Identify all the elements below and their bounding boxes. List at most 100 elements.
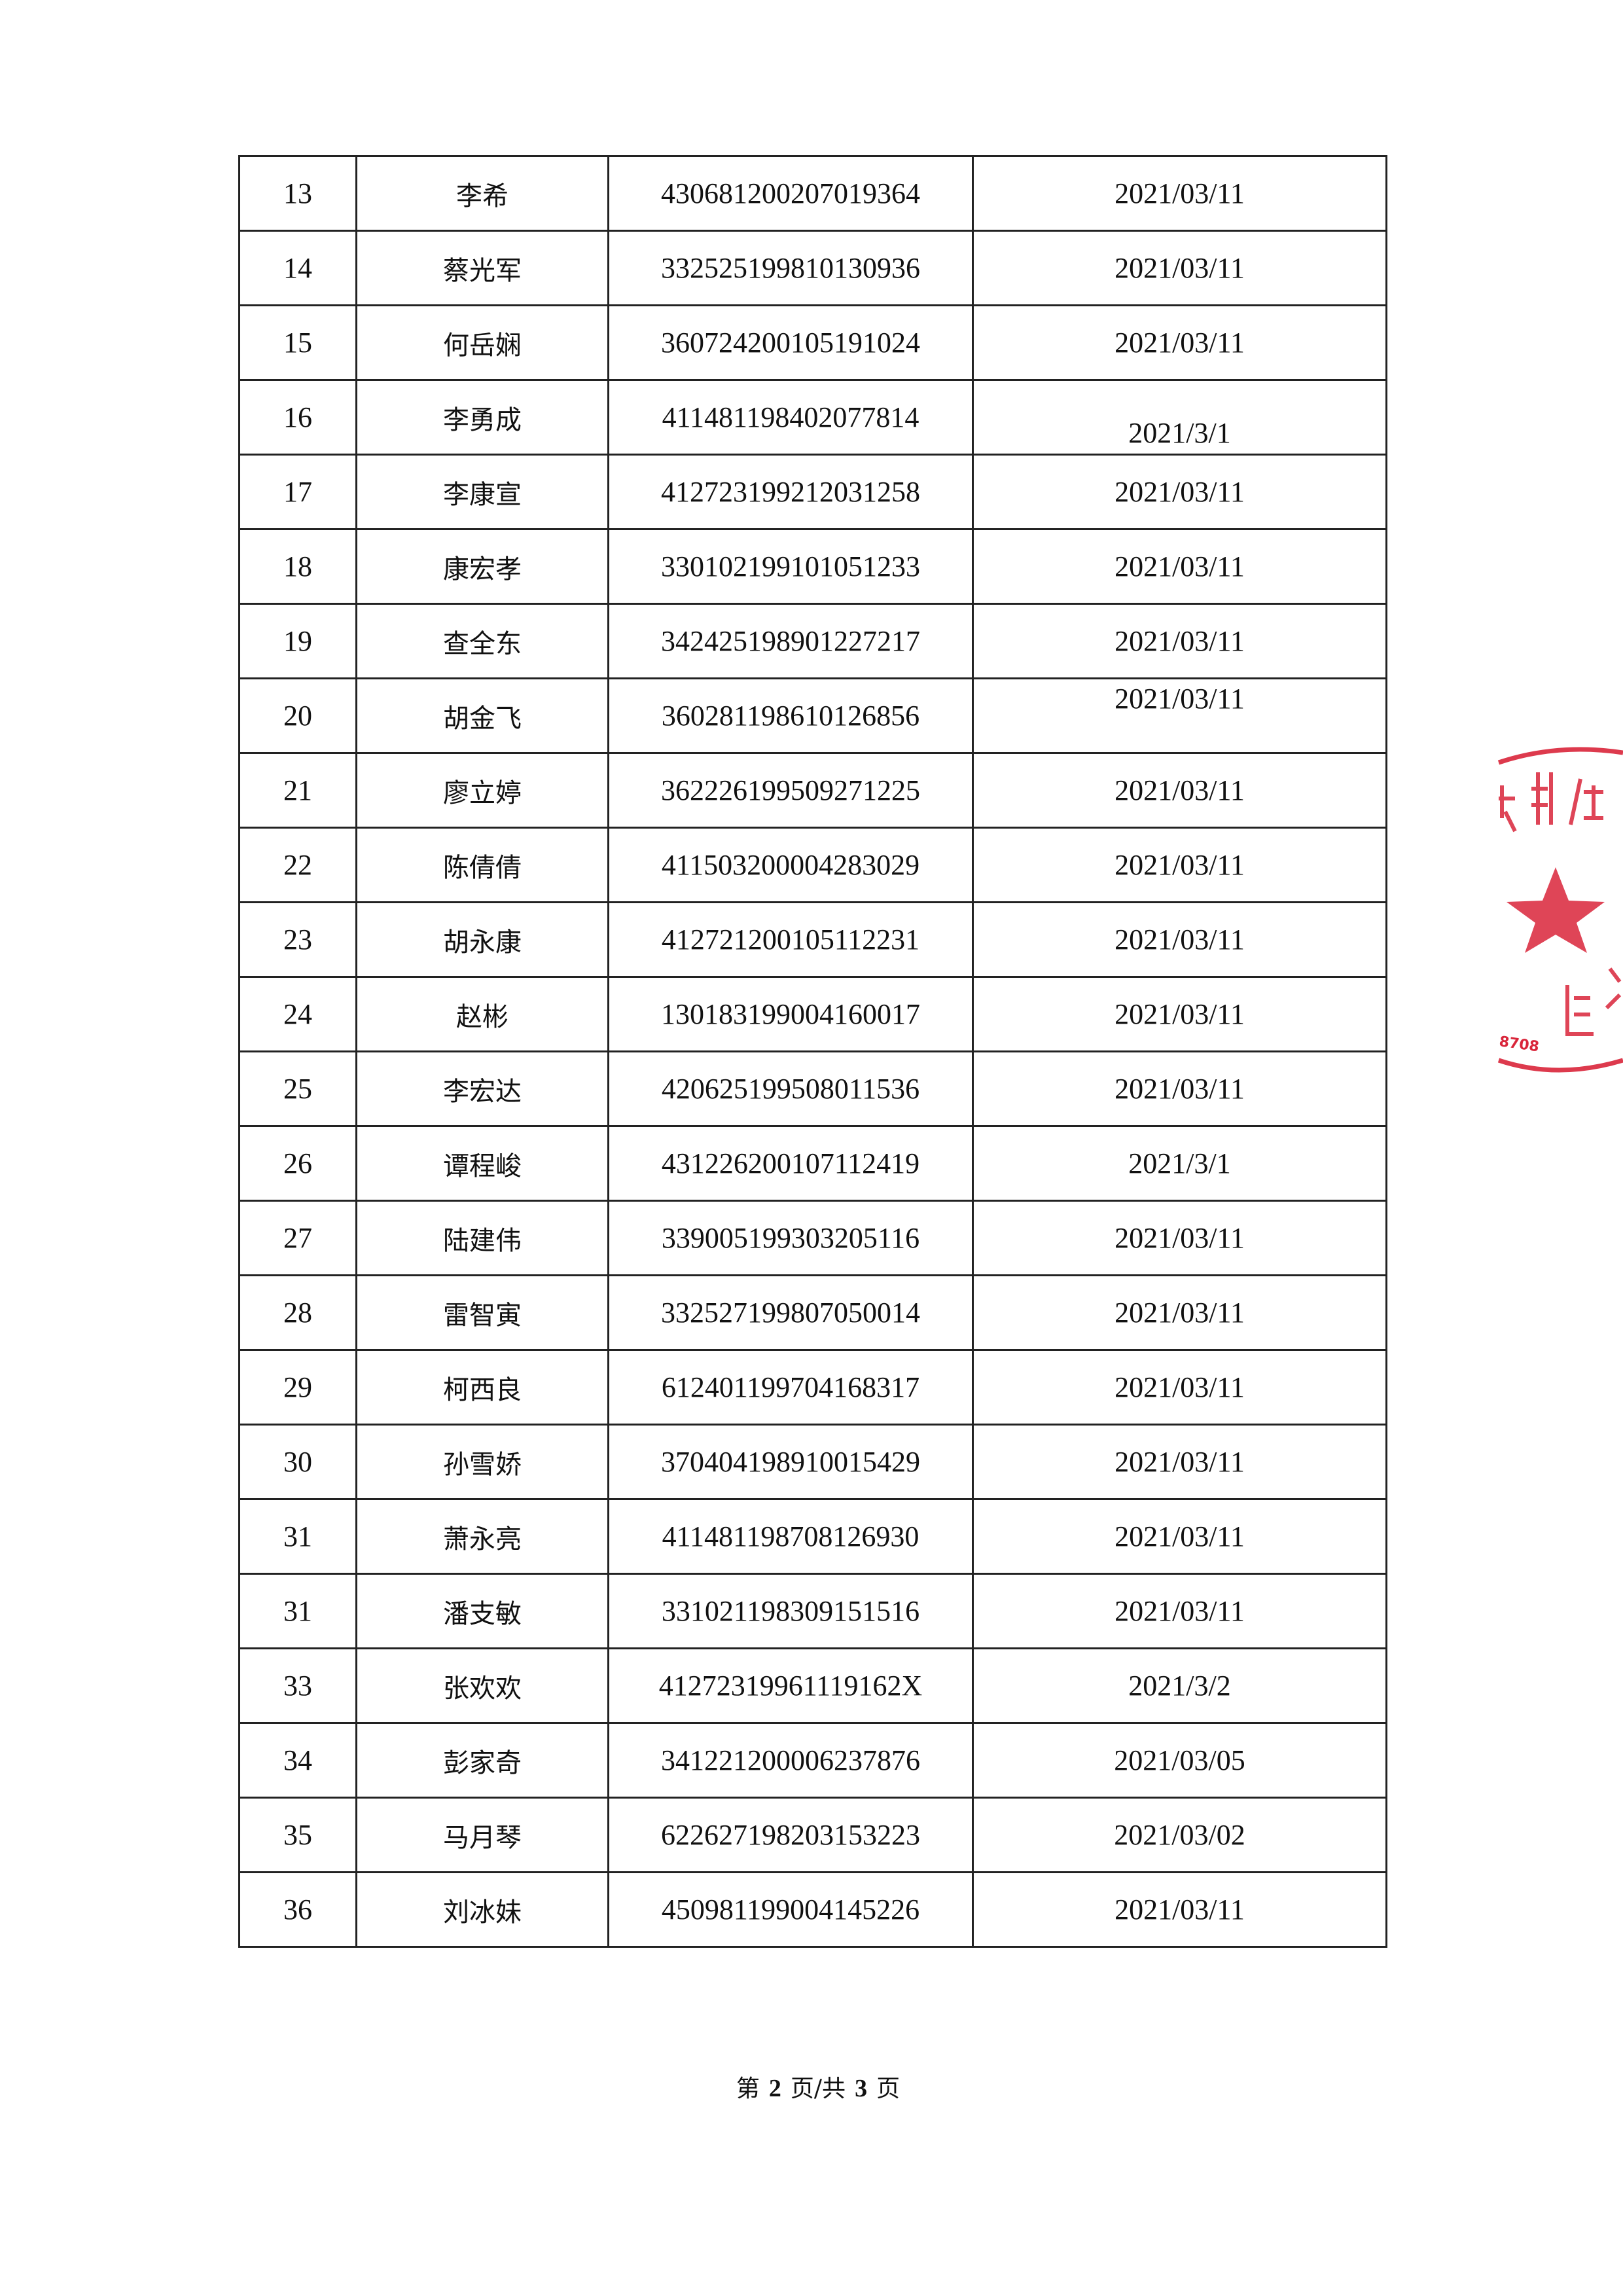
person-name-text: 陈倩倩 [443,852,522,883]
row-number-text: 22 [283,849,312,881]
person-name-text: 赵彬 [456,1001,508,1032]
person-name: 李宏达 [355,1050,609,1127]
date-cell: 2021/03/11 [972,155,1387,232]
person-name-text: 潘支敏 [443,1598,522,1629]
person-name: 李勇成 [355,379,609,456]
id-number: 412721200105112231 [607,901,974,978]
person-name: 查全东 [355,603,609,679]
star-icon [1507,867,1605,953]
row-number-text: 33 [283,1670,312,1702]
row-number: 30 [238,1424,357,1500]
person-name: 雷智寅 [355,1274,609,1351]
row-number: 35 [238,1797,357,1873]
person-name-text: 雷智寅 [443,1300,522,1331]
id-number-text: 412721200105112231 [661,924,920,956]
person-name-text: 刘冰妹 [443,1897,522,1928]
date-cell-text: 2021/03/11 [1115,327,1245,359]
date-cell: 2021/03/11 [972,1050,1387,1127]
row-number-text: 17 [283,476,312,508]
id-number-text: 370404198910015429 [661,1446,920,1478]
date-cell-text: 2021/03/11 [1115,177,1245,209]
row-number-text: 14 [283,252,312,284]
id-number-text: 412723199212031258 [661,476,920,508]
id-number: 420625199508011536 [607,1050,974,1127]
person-name-text: 蔡光军 [443,255,522,286]
id-number: 331021198309151516 [607,1573,974,1649]
id-number: 41272319961119162X [607,1647,974,1724]
person-name: 康宏孝 [355,528,609,605]
id-number-text: 41272319961119162X [658,1670,923,1702]
id-number: 342425198901227217 [607,603,974,679]
row-number-text: 18 [283,550,312,583]
date-cell: 2021/03/11 [972,1274,1387,1351]
person-name-text: 李宏达 [443,1076,522,1107]
table-row: 35 马月琴 622627198203153223 2021/03/02 [238,1797,1387,1873]
date-cell: 2021/03/11 [972,976,1387,1052]
date-cell: 2021/03/11 [972,1424,1387,1500]
date-cell-text: 2021/03/11 [1115,476,1245,508]
id-number-text: 360281198610126856 [661,700,920,732]
seal-text-glyphs [1499,772,1622,1036]
date-cell: 2021/3/1 [972,1125,1387,1202]
row-number-text: 13 [283,177,312,209]
date-cell-text: 2021/3/1 [1128,1147,1231,1179]
table-row: 20 胡金飞 360281198610126856 2021/03/11 [238,677,1387,754]
row-number-text: 15 [283,327,312,359]
person-name: 蔡光军 [355,230,609,306]
row-number-text: 20 [283,700,312,732]
person-name-text: 廖立婷 [443,778,522,808]
id-number-text: 362226199509271225 [661,774,920,806]
date-cell-text: 2021/03/11 [1115,683,1245,715]
id-number-text: 431226200107112419 [661,1147,920,1179]
person-name-text: 孙雪娇 [443,1449,522,1480]
table-row: 25 李宏达 420625199508011536 2021/03/11 [238,1050,1387,1127]
date-cell: 2021/03/11 [972,827,1387,903]
table-row: 23 胡永康 412721200105112231 2021/03/11 [238,901,1387,978]
person-name: 谭程峻 [355,1125,609,1202]
id-number-text: 341221200006237876 [661,1744,920,1776]
row-number-text: 31 [283,1595,312,1627]
person-name-text: 谭程峻 [443,1151,522,1181]
row-number: 27 [238,1200,357,1276]
id-number: 612401199704168317 [607,1349,974,1426]
row-number: 16 [238,379,357,456]
table-row: 36 刘冰妹 450981199004145226 2021/03/11 [238,1871,1387,1948]
person-name-text: 李康宣 [443,479,522,510]
date-cell-text: 2021/03/11 [1115,1893,1245,1926]
person-name-text: 李希 [456,181,508,211]
table-row: 31 萧永亮 411481198708126930 2021/03/11 [238,1498,1387,1575]
person-name-text: 李勇成 [443,404,522,435]
id-number: 330102199101051233 [607,528,974,605]
svg-text:8708: 8708 [1498,1033,1540,1055]
row-number: 31 [238,1498,357,1575]
date-cell-text: 2021/03/11 [1115,625,1245,657]
id-number: 450981199004145226 [607,1871,974,1948]
row-number: 24 [238,976,357,1052]
table-row: 26 谭程峻 431226200107112419 2021/3/1 [238,1125,1387,1202]
row-number-text: 31 [283,1520,312,1552]
date-cell: 2021/03/11 [972,603,1387,679]
person-name-text: 胡金飞 [443,703,522,734]
date-cell-text: 2021/03/11 [1115,1073,1245,1105]
date-cell: 2021/03/11 [972,677,1387,754]
date-cell: 2021/03/11 [972,1200,1387,1276]
id-number-text: 332527199807050014 [661,1297,920,1329]
id-number: 622627198203153223 [607,1797,974,1873]
id-number: 360281198610126856 [607,677,974,754]
person-name: 孙雪娇 [355,1424,609,1500]
table-row: 27 陆建伟 339005199303205116 2021/03/11 [238,1200,1387,1276]
id-number: 130183199004160017 [607,976,974,1052]
person-name: 胡永康 [355,901,609,978]
row-number-text: 35 [283,1819,312,1851]
table-row: 34 彭家奇 341221200006237876 2021/03/05 [238,1722,1387,1799]
seal-arc-top [1497,747,1623,765]
id-number-text: 130183199004160017 [661,998,920,1030]
date-cell: 2021/03/11 [972,1349,1387,1426]
date-cell-text: 2021/03/11 [1115,1520,1245,1552]
row-number-text: 36 [283,1893,312,1926]
row-number-text: 19 [283,625,312,657]
row-number-text: 21 [283,774,312,806]
row-number-text: 25 [283,1073,312,1105]
row-number: 17 [238,454,357,530]
id-number: 370404198910015429 [607,1424,974,1500]
